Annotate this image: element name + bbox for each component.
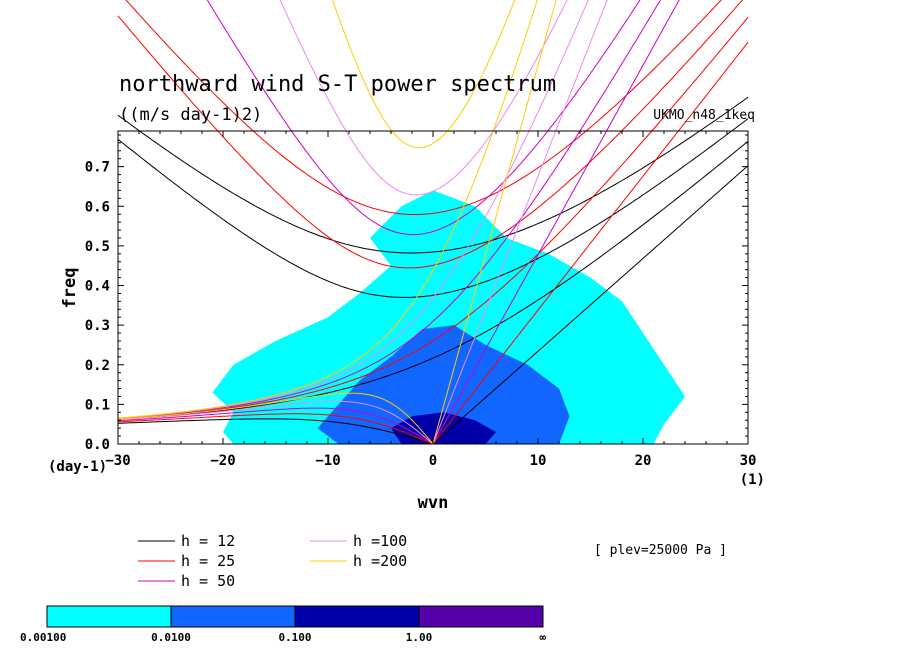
- x-unit-label: (1): [740, 472, 765, 488]
- colorbar-label: 0.0100: [151, 631, 191, 644]
- y-tick-label: 0.7: [85, 160, 110, 176]
- legend-label-h100: h =100: [353, 532, 407, 550]
- curve-mrg-h50: [117, 0, 661, 420]
- legend-label-h12: h = 12: [181, 532, 235, 550]
- shade-region-3: [391, 412, 496, 444]
- curve-mrg-h200: [117, 0, 538, 419]
- shade-region-1: [212, 190, 685, 444]
- legend-label-h25: h = 25: [181, 552, 235, 570]
- colorbar-label: 0.00100: [20, 631, 66, 644]
- x-tick-label: 20: [635, 453, 652, 469]
- y-tick-label: 0.1: [85, 397, 110, 413]
- curve-mrg-h25: [117, 16, 749, 420]
- curve-eig2-h25: [125, 0, 722, 215]
- x-tick-label: −30: [105, 453, 130, 469]
- curve-mrg-h100: [117, 0, 589, 419]
- colorbar-swatch-2: [170, 605, 296, 628]
- colorbar-swatch-3: [294, 605, 420, 628]
- legend-label-h50: h = 50: [181, 572, 235, 590]
- curve-eig1-h100: [279, 0, 568, 196]
- y-tick-label: 0.6: [85, 199, 110, 215]
- dispersion-curves: [117, 0, 749, 444]
- source-label: UKMO_n48_1keq: [653, 108, 755, 123]
- curve-er1-h50: [117, 407, 434, 444]
- chart-title: northward wind S-T power spectrum: [119, 72, 556, 97]
- x-tick-label: −20: [210, 453, 235, 469]
- colorbar-label: 1.00: [406, 631, 433, 644]
- legend: h = 12 h = 25 h = 50 h =100 h =200: [138, 532, 407, 590]
- x-tick-label: −10: [315, 453, 340, 469]
- x-axis-label: wvn: [418, 493, 449, 513]
- curve-kw-h25: [432, 41, 749, 444]
- curve-er1-h12: [117, 418, 434, 444]
- curve-kw-h50: [432, 0, 680, 444]
- y-axis-label: freq: [60, 268, 80, 309]
- y-tick-label: 0.3: [85, 318, 110, 334]
- annotation-label: [ plev=25000 Pa ]: [594, 543, 727, 558]
- curve-eig1-h200: [332, 0, 516, 149]
- y-unit-label: (day-1): [48, 459, 107, 475]
- y-tick-label: 0.4: [85, 279, 110, 295]
- x-tick-label: 10: [530, 453, 547, 469]
- curve-er1-h25: [117, 413, 434, 444]
- colorbar-label: ∞: [539, 631, 546, 644]
- x-tick-label: 30: [740, 453, 757, 469]
- legend-label-h200: h =200: [353, 552, 407, 570]
- colorbar-swatch-4: [418, 605, 544, 628]
- y-tick-label: 0.0: [85, 437, 110, 453]
- curve-eig1-h12: [117, 118, 749, 298]
- colorbar-swatch-1: [46, 605, 172, 628]
- y-tick-label: 0.2: [85, 358, 110, 374]
- x-tick-label: 0: [429, 453, 437, 469]
- curve-eig1-h50: [206, 0, 641, 236]
- curve-kw-h100: [432, 0, 608, 444]
- curve-eig2-h12: [117, 96, 749, 254]
- y-tick-label: 0.5: [85, 239, 110, 255]
- curve-er1-h200: [117, 392, 434, 444]
- chart-subtitle: ((m/s day-1)2): [119, 105, 262, 125]
- axis-ticks: −30 −20 −10 0 10 20 30 0.0 0.1 0.2 0.3 0.4 0.5 0.6 0.7: [85, 131, 757, 469]
- colorbar-label: 0.100: [278, 631, 311, 644]
- curve-kw-h12: [432, 165, 749, 444]
- curve-kw-h200: [432, 0, 557, 444]
- power-shading: [212, 190, 685, 444]
- curve-er1-h100: [117, 400, 434, 444]
- shade-region-2: [317, 325, 570, 444]
- colorbar: 0.00100 0.0100 0.100 1.00 ∞: [20, 605, 546, 644]
- curve-mrg-h12: [117, 140, 749, 421]
